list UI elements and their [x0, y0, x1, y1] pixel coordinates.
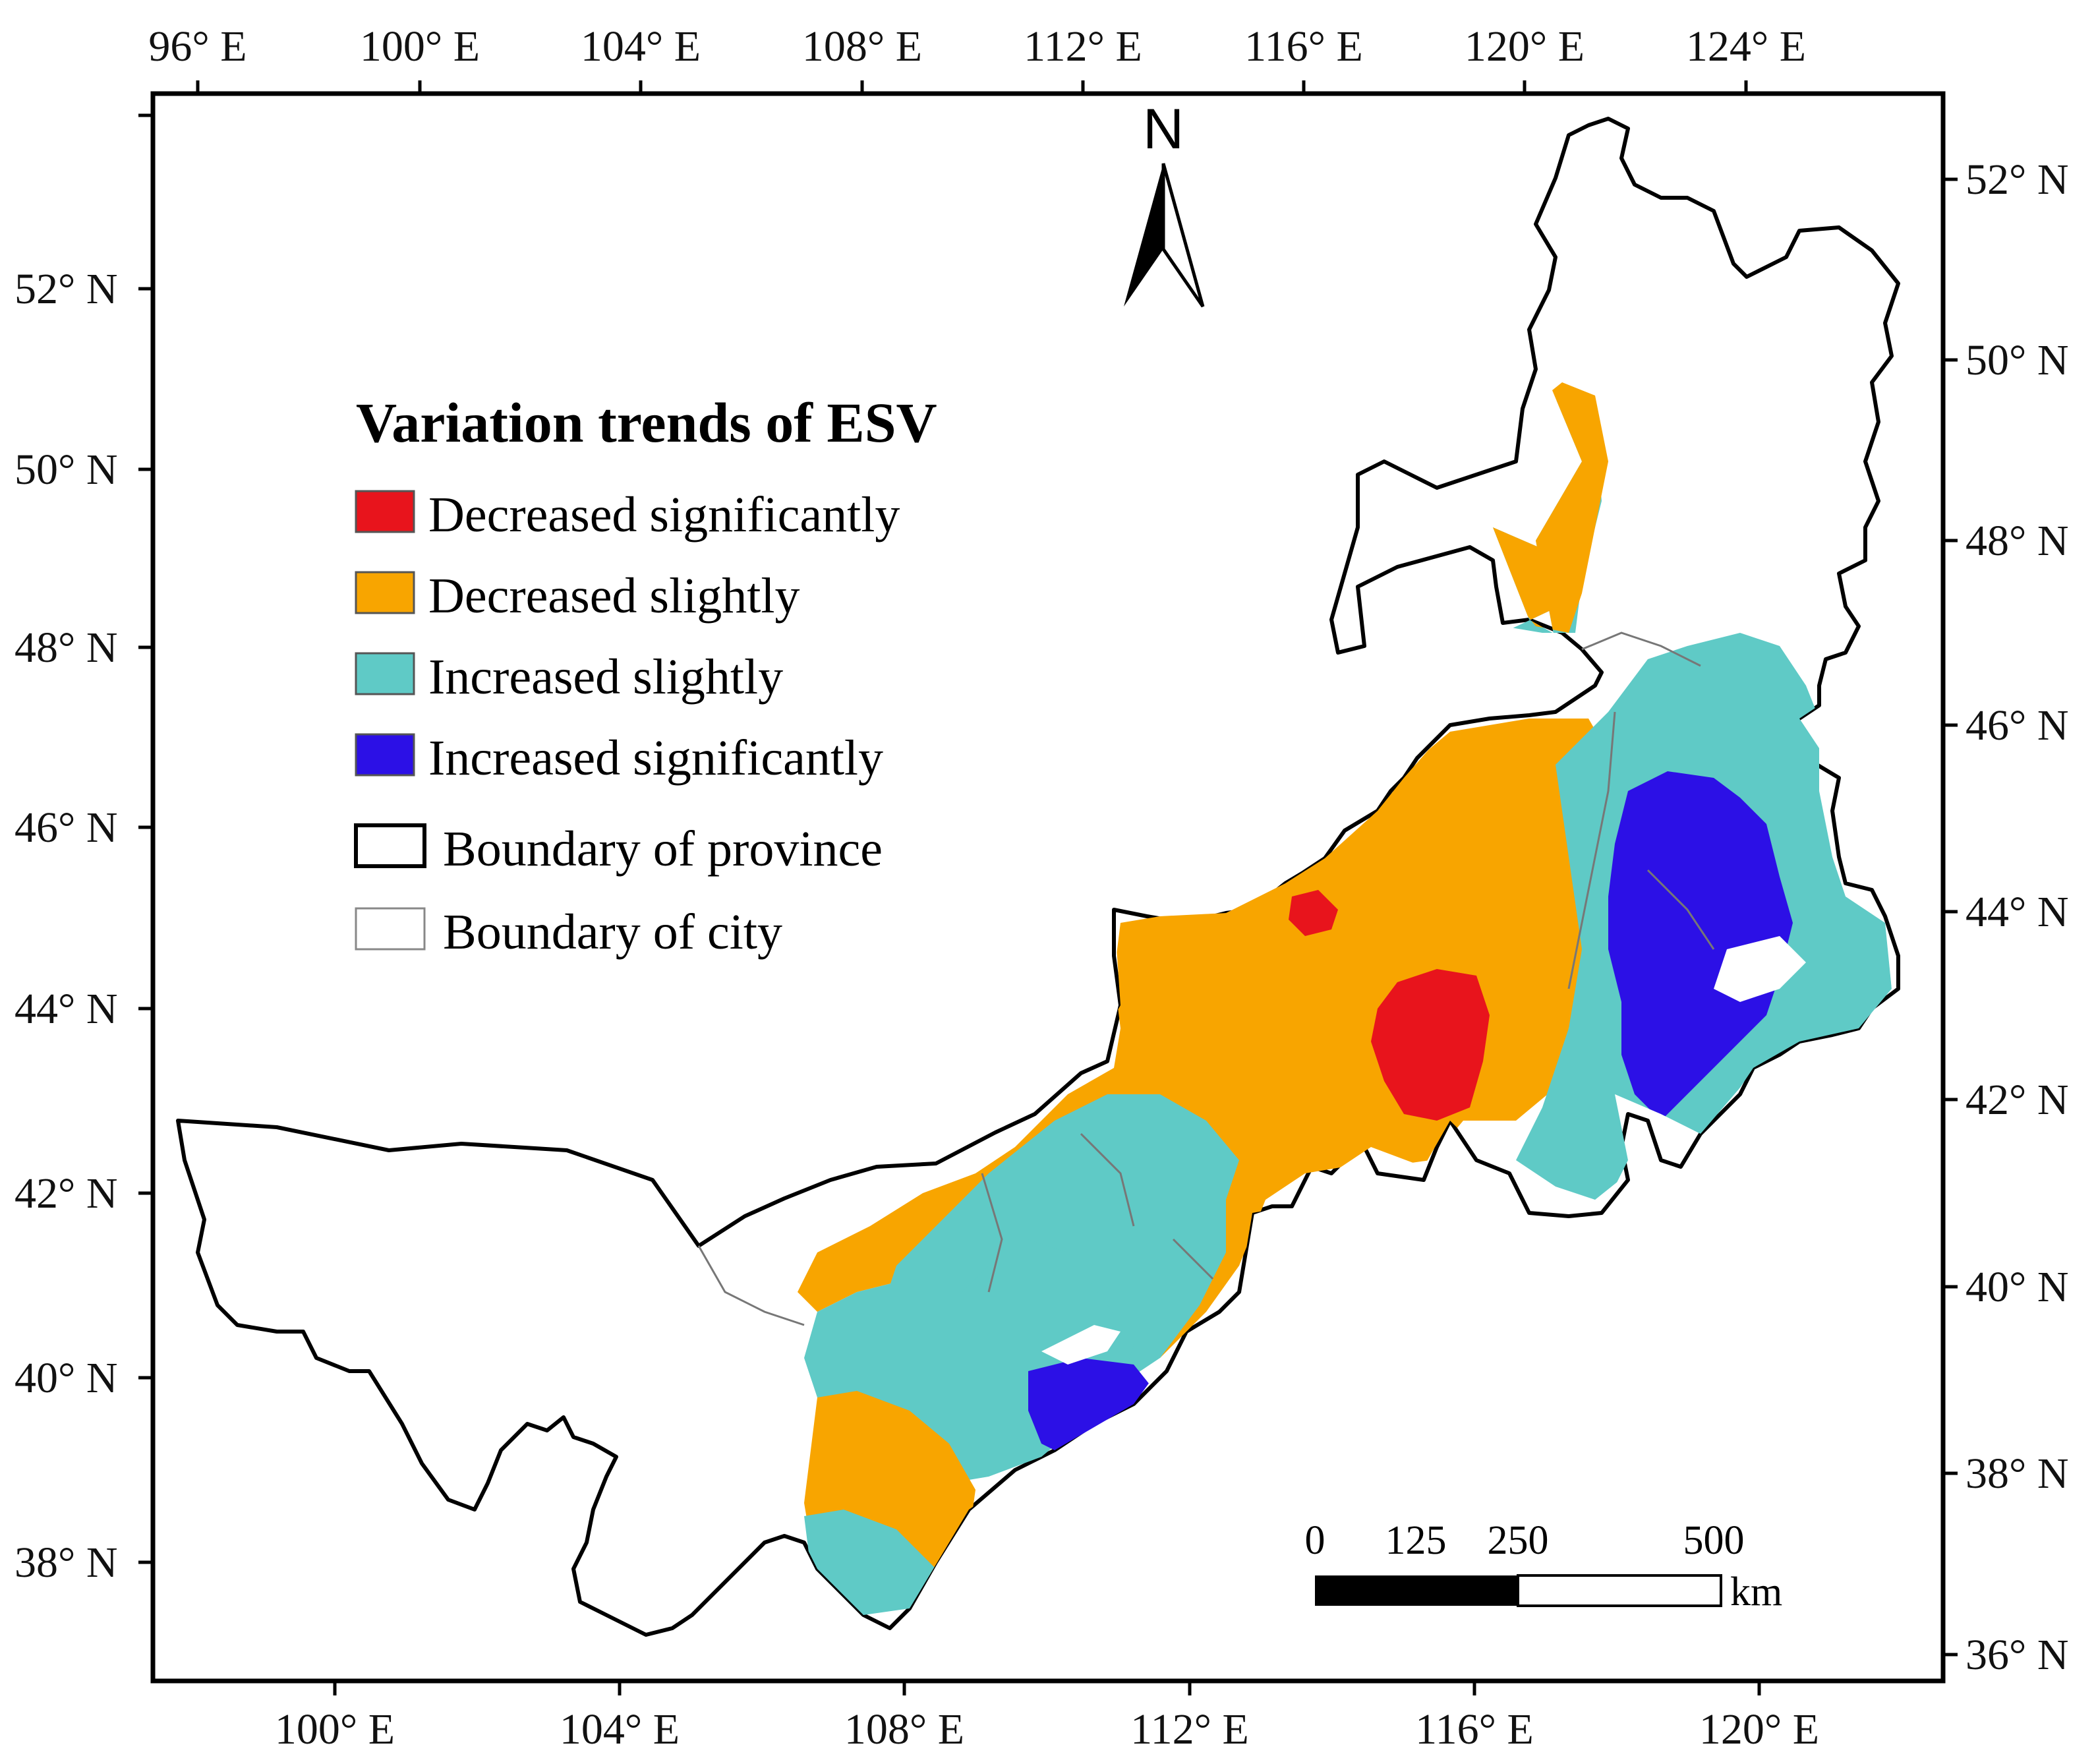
legend-swatch-city-boundary — [355, 907, 426, 951]
bottom-axis-label: 120° E — [1699, 1705, 1819, 1753]
no-data-patch — [1714, 936, 1806, 1002]
bottom-axis-label: 108° E — [844, 1705, 964, 1753]
scale-label: 250 — [1488, 1518, 1549, 1563]
right-axis: 52° N 50° N 48° N 46° N 44° N 42° N 40° … — [1943, 156, 2069, 1679]
north-label: N — [1143, 98, 1184, 161]
legend: Variation trends of ESV Decreased signif… — [354, 391, 937, 960]
top-axis-label: 112° E — [1024, 22, 1142, 71]
legend-swatch-increased-significantly — [355, 733, 415, 777]
scale-bar-segment-black — [1315, 1575, 1518, 1606]
left-axis-label: 38° N — [15, 1539, 118, 1587]
legend-label: Increased significantly — [428, 730, 883, 786]
left-axis: 52° N 50° N 48° N 46° N 44° N 42° N 40° … — [15, 113, 153, 1587]
decreased-significantly-region — [1289, 890, 1338, 936]
left-axis-label: 44° N — [15, 985, 118, 1033]
right-axis-label: 40° N — [1965, 1263, 2069, 1311]
bottom-axis-label: 100° E — [275, 1705, 395, 1753]
top-axis-label: 96° E — [148, 22, 247, 71]
right-axis-label: 48° N — [1965, 517, 2069, 565]
bottom-axis: 100° E 104° E 108° E 112° E 116° E 120° … — [275, 1681, 1819, 1753]
bottom-axis-label: 116° E — [1415, 1705, 1534, 1753]
scale-label: 125 — [1385, 1518, 1447, 1563]
decreased-significantly-region — [1371, 969, 1490, 1121]
left-axis-label: 46° N — [15, 804, 118, 852]
bottom-axis-label: 104° E — [560, 1705, 680, 1753]
top-axis: 96° E 100° E 104° E 108° E 112° E 116° E… — [148, 22, 1806, 94]
north-arrow-right-half — [1161, 163, 1205, 308]
top-axis-label: 116° E — [1244, 22, 1363, 71]
left-axis-label: 42° N — [15, 1169, 118, 1218]
legend-swatch-decreased-significantly — [355, 490, 415, 533]
scale-label: 0 — [1305, 1518, 1325, 1563]
north-arrow: N — [1124, 98, 1205, 308]
bottom-axis-label: 112° E — [1130, 1705, 1249, 1753]
right-axis-label: 44° N — [1965, 888, 2069, 936]
left-axis-label: 50° N — [15, 446, 118, 494]
city-boundaries — [697, 632, 1715, 1326]
legend-label: Decreased significantly — [428, 487, 900, 543]
legend-swatch-increased-slightly — [355, 652, 415, 695]
legend-swatch-province-boundary — [354, 823, 426, 868]
legend-label: Increased slightly — [428, 649, 783, 705]
top-axis-label: 108° E — [802, 22, 922, 71]
right-axis-label: 36° N — [1965, 1631, 2069, 1679]
legend-label: Boundary of province — [443, 821, 883, 877]
north-arrow-left-half — [1124, 163, 1163, 307]
top-axis-label: 120° E — [1465, 22, 1585, 71]
left-axis-label: 40° N — [15, 1354, 118, 1402]
legend-title: Variation trends of ESV — [356, 391, 937, 454]
top-axis-label: 104° E — [581, 22, 701, 71]
scale-bar: 0 125 250 500 km — [1305, 1518, 1783, 1614]
right-axis-label: 42° N — [1965, 1076, 2069, 1124]
top-axis-label: 124° E — [1686, 22, 1806, 71]
right-axis-label: 46° N — [1965, 701, 2069, 750]
scale-unit: km — [1730, 1570, 1782, 1614]
scale-bar-segment-white — [1517, 1574, 1722, 1607]
legend-swatch-decreased-slightly — [355, 571, 415, 614]
no-data-patch — [1041, 1325, 1121, 1365]
top-axis-label: 100° E — [360, 22, 480, 71]
left-axis-label: 48° N — [15, 624, 118, 672]
right-axis-label: 38° N — [1965, 1450, 2069, 1498]
right-axis-label: 50° N — [1965, 336, 2069, 384]
increased-significantly-region — [1608, 771, 1793, 1121]
legend-label: Decreased slightly — [428, 568, 800, 624]
legend-label: Boundary of city — [443, 904, 782, 960]
right-axis-label: 52° N — [1965, 156, 2069, 204]
scale-label: 500 — [1683, 1518, 1745, 1563]
left-axis-label: 52° N — [15, 265, 118, 313]
